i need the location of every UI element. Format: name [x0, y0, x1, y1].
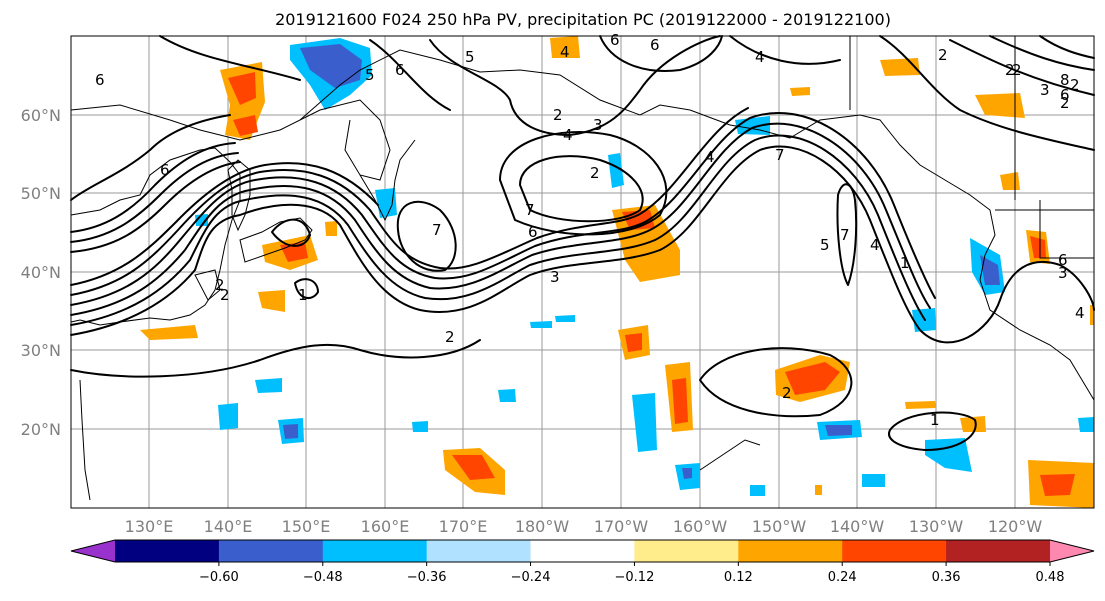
svg-text:4: 4 [870, 236, 880, 254]
lat-tick-label: 50°N [21, 184, 61, 203]
lat-tick-label: 60°N [21, 106, 61, 125]
svg-text:2: 2 [445, 328, 455, 346]
svg-text:3: 3 [550, 268, 560, 286]
svg-text:6: 6 [395, 61, 405, 79]
svg-text:4: 4 [560, 43, 570, 61]
colorbar-tick-label: 0.12 [724, 570, 753, 585]
svg-text:1: 1 [930, 411, 940, 429]
lon-tick-label: 140°E [204, 517, 253, 536]
lon-tick-label: 130°E [125, 517, 174, 536]
colorbar-swatch [738, 540, 843, 562]
lon-axis: 130°E 140°E 150°E 160°E 170°E 180°W 170°… [125, 517, 1043, 536]
svg-text:4: 4 [755, 48, 765, 66]
svg-text:2: 2 [1060, 94, 1070, 112]
lat-axis: 60°N 50°N 40°N 30°N 20°N [21, 106, 61, 439]
svg-text:3: 3 [1058, 264, 1068, 282]
coastlines [70, 36, 1095, 501]
colorbar-swatch [218, 540, 324, 562]
map-panel: 6 5 6 5 4 4 2 3 4 2 2 7 4 2 2 8 6 6 2 3 … [70, 31, 1095, 509]
colorbar-arrow-low [71, 540, 115, 562]
map-frame [70, 35, 1095, 509]
colorbar: −0.60 −0.48 −0.36 −0.24 −0.12 0.12 0.24 0.36 0.4… [70, 539, 1095, 585]
lon-tick-label: 170°W [594, 517, 649, 536]
lon-tick-label: 160°W [673, 517, 728, 536]
svg-text:7: 7 [525, 201, 535, 219]
colorbar-swatch [426, 540, 532, 562]
svg-text:2: 2 [220, 286, 230, 304]
svg-text:2: 2 [553, 106, 563, 124]
colorbar-swatch [946, 540, 1051, 562]
lon-tick-label: 140°W [830, 517, 885, 536]
lon-tick-label: 150°W [752, 517, 807, 536]
colorbar-swatch [530, 540, 635, 562]
svg-text:7: 7 [775, 146, 785, 164]
svg-text:6: 6 [160, 161, 170, 179]
svg-text:6: 6 [528, 223, 538, 241]
svg-text:4: 4 [705, 148, 715, 166]
svg-text:2: 2 [1070, 76, 1080, 94]
colorbar-tick-label: −0.24 [511, 570, 551, 585]
svg-text:4: 4 [1075, 304, 1085, 322]
colorbar-swatch [322, 540, 428, 562]
lon-tick-label: 120°W [988, 517, 1043, 536]
svg-text:8: 8 [1060, 71, 1070, 89]
svg-text:3: 3 [1040, 81, 1050, 99]
lon-tick-label: 130°W [909, 517, 964, 536]
lon-tick-label: 160°E [361, 517, 410, 536]
svg-text:1: 1 [900, 254, 910, 272]
svg-text:6: 6 [1060, 86, 1070, 104]
lat-tick-label: 20°N [21, 420, 61, 439]
svg-text:6: 6 [650, 36, 660, 54]
lon-tick-label: 170°E [439, 517, 488, 536]
svg-text:4: 4 [563, 126, 573, 144]
colorbar-tick-label: 0.24 [828, 570, 857, 585]
colorbar-swatch [634, 540, 739, 562]
lon-tick-label: 180°W [515, 517, 570, 536]
svg-text:5: 5 [365, 66, 375, 84]
colorbar-tick-label: −0.36 [407, 570, 447, 585]
svg-text:6: 6 [95, 71, 105, 89]
colorbar-tick-label: 0.48 [1036, 570, 1065, 585]
svg-text:2: 2 [782, 384, 792, 402]
colorbar-tick-label: −0.60 [199, 570, 239, 585]
svg-text:2: 2 [590, 164, 600, 182]
svg-text:5: 5 [820, 236, 830, 254]
svg-text:6: 6 [1058, 251, 1068, 269]
colorbar-outline [70, 539, 1095, 563]
colorbar-tick-label: −0.12 [615, 570, 655, 585]
colorbar-swatch [115, 540, 220, 562]
colorbar-tick-label: −0.48 [303, 570, 343, 585]
lat-tick-label: 30°N [21, 341, 61, 360]
colorbar-swatch [842, 540, 947, 562]
pv-contours [70, 35, 1095, 451]
svg-text:3: 3 [593, 116, 603, 134]
map-title: 2019121600 F024 250 hPa PV, precipitatio… [275, 10, 891, 29]
lat-tick-label: 40°N [21, 263, 61, 282]
svg-text:6: 6 [610, 31, 620, 49]
svg-text:2: 2 [215, 276, 225, 294]
svg-text:7: 7 [840, 226, 850, 244]
lon-tick-label: 150°E [282, 517, 331, 536]
svg-text:2: 2 [1012, 61, 1022, 79]
svg-text:5: 5 [465, 48, 475, 66]
svg-text:2: 2 [938, 46, 948, 64]
colorbar-tick-label: 0.36 [932, 570, 961, 585]
svg-text:2: 2 [1005, 61, 1015, 79]
svg-text:7: 7 [432, 221, 442, 239]
colorbar-arrow-high [1050, 540, 1094, 562]
svg-text:1: 1 [298, 286, 308, 304]
contour-labels: 6 5 6 5 4 4 2 3 4 2 2 7 4 2 2 8 6 6 2 3 … [95, 31, 1085, 429]
